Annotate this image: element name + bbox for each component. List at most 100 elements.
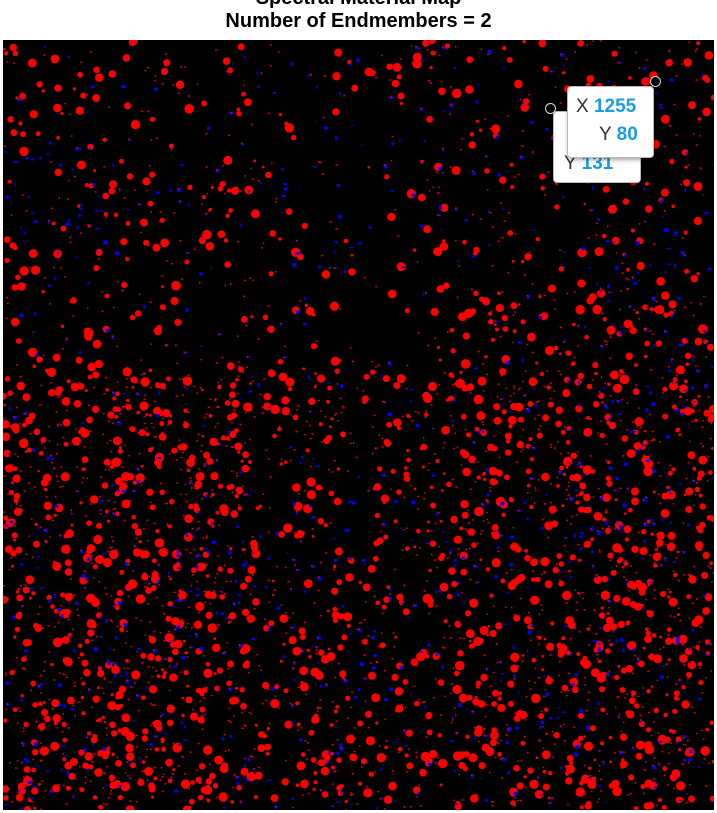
blue-class-pixels — [580, 709, 583, 713]
red-class-speckle — [588, 644, 590, 646]
red-class-blob — [183, 532, 193, 542]
red-class-speckle — [144, 422, 146, 425]
red-class-speckle — [627, 712, 630, 715]
red-class-speckle — [367, 635, 370, 637]
red-class-blob — [623, 512, 627, 515]
red-class-blob — [137, 778, 145, 787]
red-class-speckle — [97, 607, 99, 609]
red-class-speckle — [504, 606, 507, 608]
red-class-speckle — [363, 677, 366, 680]
blue-class-pixels — [420, 224, 424, 228]
red-class-speckle — [713, 163, 714, 166]
red-class-blob — [33, 540, 40, 548]
red-class-speckle — [29, 466, 32, 468]
red-class-speckle — [481, 400, 483, 402]
red-class-speckle — [160, 767, 163, 769]
red-class-speckle — [510, 802, 512, 804]
blue-class-pixels — [475, 100, 478, 104]
red-class-blob — [672, 708, 678, 715]
red-class-speckle — [508, 450, 511, 452]
red-class-speckle — [176, 625, 178, 627]
blue-class-pixels — [635, 291, 637, 293]
blue-class-pixels — [334, 559, 337, 562]
red-class-speckle — [579, 486, 581, 489]
red-class-blob — [197, 794, 204, 801]
red-class-speckle — [477, 686, 480, 689]
blue-class-pixels — [216, 169, 220, 173]
red-class-blob — [609, 370, 619, 380]
red-class-speckle — [415, 45, 417, 48]
red-class-speckle — [454, 541, 456, 543]
blue-class-pixels — [49, 142, 52, 145]
blue-class-pixels — [643, 187, 646, 190]
red-class-speckle — [591, 75, 593, 77]
red-class-blob — [21, 422, 27, 428]
red-class-blob — [237, 366, 244, 373]
red-class-speckle — [574, 589, 577, 591]
blue-class-pixels — [569, 653, 572, 657]
red-class-speckle — [600, 790, 602, 792]
red-class-speckle — [129, 800, 131, 802]
blue-class-pixels — [380, 768, 383, 772]
red-class-speckle — [155, 670, 157, 672]
red-class-speckle — [605, 343, 608, 346]
red-class-speckle — [262, 242, 265, 245]
red-class-speckle — [455, 486, 457, 488]
red-class-speckle — [335, 412, 337, 415]
red-class-speckle — [381, 523, 384, 525]
red-class-speckle — [297, 686, 299, 688]
red-class-blob — [188, 503, 194, 510]
blue-class-pixels — [487, 502, 491, 505]
red-class-speckle — [479, 533, 482, 535]
red-class-blob — [556, 553, 563, 559]
datatip-marker-front[interactable] — [650, 76, 661, 87]
red-class-speckle — [687, 677, 689, 680]
red-class-speckle — [330, 522, 332, 524]
red-class-blob — [583, 202, 586, 205]
datatip-front[interactable]: X 1255 Y 80 — [567, 86, 654, 158]
red-class-blob — [78, 643, 83, 648]
red-class-blob — [510, 800, 517, 806]
red-class-blob — [32, 702, 38, 708]
red-class-blob — [75, 356, 83, 364]
red-class-blob — [64, 568, 73, 576]
blue-class-pixels — [445, 541, 448, 543]
blue-class-pixels — [44, 529, 49, 533]
red-class-blob — [332, 72, 341, 81]
red-class-blob — [598, 612, 606, 619]
blue-class-pixels — [176, 625, 181, 629]
red-class-blob — [12, 707, 18, 712]
red-class-speckle — [452, 383, 454, 386]
red-class-speckle — [620, 419, 622, 422]
red-class-speckle — [620, 290, 622, 292]
red-class-blob — [600, 590, 611, 600]
red-class-speckle — [451, 683, 453, 685]
red-class-blob — [666, 485, 670, 489]
red-class-speckle — [524, 719, 527, 721]
red-class-blob — [37, 470, 40, 473]
red-class-blob — [529, 505, 534, 510]
red-class-blob — [262, 314, 269, 321]
red-class-blob — [600, 741, 605, 746]
blue-class-pixels — [562, 570, 564, 573]
red-class-speckle — [303, 621, 306, 624]
red-class-blob — [241, 644, 251, 654]
datatip-marker-back[interactable] — [545, 103, 556, 114]
red-class-speckle — [529, 251, 531, 253]
blue-class-pixels — [394, 500, 397, 503]
red-class-speckle — [53, 679, 55, 681]
red-class-speckle — [487, 635, 489, 637]
red-class-blob — [272, 433, 277, 439]
red-class-blob — [358, 781, 363, 786]
red-class-blob — [306, 490, 316, 500]
blue-class-pixels — [39, 587, 42, 590]
red-class-speckle — [157, 331, 160, 333]
blue-class-pixels — [645, 408, 648, 412]
red-class-blob — [653, 563, 658, 568]
red-class-speckle — [21, 194, 24, 196]
red-class-blob — [531, 657, 537, 663]
red-class-speckle — [492, 605, 495, 607]
red-class-speckle — [588, 691, 590, 694]
blue-class-pixels — [619, 751, 623, 755]
red-class-blob — [601, 401, 604, 404]
